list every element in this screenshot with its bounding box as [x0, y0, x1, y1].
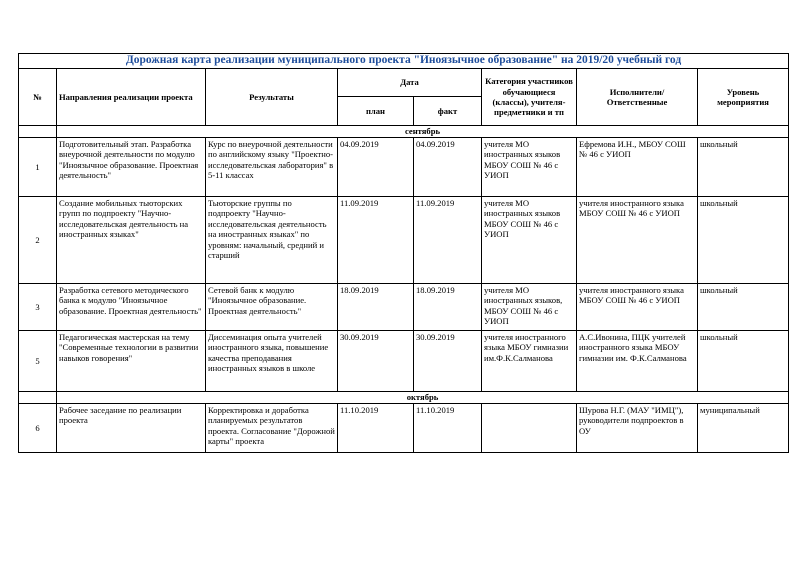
cell-direction: Педагогическая мастерская на тему "Совре…	[56, 330, 206, 392]
table-row: 3 Разработка сетевого методического банка…	[18, 283, 790, 331]
cell-level: школьный	[696, 330, 790, 392]
header-num: №	[18, 68, 57, 126]
cell-direction: Рабочее заседание по реализации проекта	[56, 403, 206, 453]
row-num: 1	[18, 137, 57, 197]
cell-category: учителя МО иностранных языков, МБОУ СОШ …	[481, 283, 577, 331]
header-level: Уровень мероприятия	[696, 68, 790, 126]
cell-category: учителя иностранного языка МБОУ гимназии…	[481, 330, 577, 392]
header-plan: план	[337, 96, 414, 126]
cell-direction: Подготовительный этап. Разработка внеуро…	[56, 137, 206, 197]
cell-fact: 11.10.2019	[413, 403, 482, 453]
cell-level: школьный	[696, 196, 790, 284]
cell-level: муниципальный	[696, 403, 790, 453]
month-spacer	[18, 125, 57, 138]
cell-executors: учителя иностранного языка МБОУ СОШ № 46…	[576, 196, 698, 284]
cell-plan: 30.09.2019	[337, 330, 414, 392]
cell-executors: А.С.Ивонина, ПЦК учителей иностранного я…	[576, 330, 698, 392]
header-category: Категория участников обучающиеся (классы…	[481, 68, 577, 126]
month-row: октябрь	[55, 391, 790, 404]
table-title: Дорожная карта реализации муниципального…	[17, 53, 790, 69]
cell-results: Курс по внеурочной деятельности по англи…	[205, 137, 338, 197]
table-row: 1 Подготовительный этап. Разработка внеур…	[18, 137, 790, 197]
cell-fact: 30.09.2019	[413, 330, 482, 392]
header-fact: факт	[413, 96, 482, 126]
row-num: 5	[18, 330, 57, 392]
header-executors: Исполнители/ Ответственные	[576, 68, 698, 126]
roadmap-table: Дорожная карта реализации муниципального…	[17, 53, 790, 453]
cell-results: Тьюторские группы по подпроекту "Научно-…	[205, 196, 338, 284]
row-num: 3	[18, 283, 57, 331]
cell-plan: 04.09.2019	[337, 137, 414, 197]
header-direction: Направления реализации проекта	[56, 68, 206, 126]
cell-category: учителя МО иностранных языков МБОУ СОШ №…	[481, 196, 577, 284]
cell-plan: 11.09.2019	[337, 196, 414, 284]
row-num: 6	[18, 403, 57, 453]
cell-level: школьный	[696, 283, 790, 331]
cell-fact: 18.09.2019	[413, 283, 482, 331]
month-spacer	[18, 391, 57, 404]
cell-level: школьный	[696, 137, 790, 197]
table-row: 2 Создание мобильных тьюторских групп по …	[18, 196, 790, 284]
cell-results: Сетевой банк к модулю "Иноязычное образо…	[205, 283, 338, 331]
cell-fact: 04.09.2019	[413, 137, 482, 197]
cell-results: Корректировка и доработка планируемых ре…	[205, 403, 338, 453]
cell-category	[481, 403, 577, 453]
cell-fact: 11.09.2019	[413, 196, 482, 284]
header-results: Результаты	[205, 68, 338, 126]
cell-category: учителя МО иностранных языков МБОУ СОШ №…	[481, 137, 577, 197]
row-num: 2	[18, 196, 57, 284]
cell-plan: 18.09.2019	[337, 283, 414, 331]
cell-executors: учителя иностранного языка МБОУ СОШ № 46…	[576, 283, 698, 331]
cell-direction: Разработка сетевого методического банка …	[56, 283, 206, 331]
table-row: 5 Педагогическая мастерская на тему "Совр…	[18, 330, 790, 392]
cell-results: Диссеминация опыта учителей иностранного…	[205, 330, 338, 392]
cell-executors: Шурова Н.Г. (МАУ "ИМЦ"), руководители по…	[576, 403, 698, 453]
table-row: 6 Рабочее заседание по реализации проекта…	[18, 403, 790, 453]
month-row: сентябрь	[55, 125, 790, 138]
cell-executors: Ефремова И.Н., МБОУ СОШ № 46 с УИОП	[576, 137, 698, 197]
cell-plan: 11.10.2019	[337, 403, 414, 453]
header-date: Дата	[337, 68, 482, 97]
cell-direction: Создание мобильных тьюторских групп по п…	[56, 196, 206, 284]
